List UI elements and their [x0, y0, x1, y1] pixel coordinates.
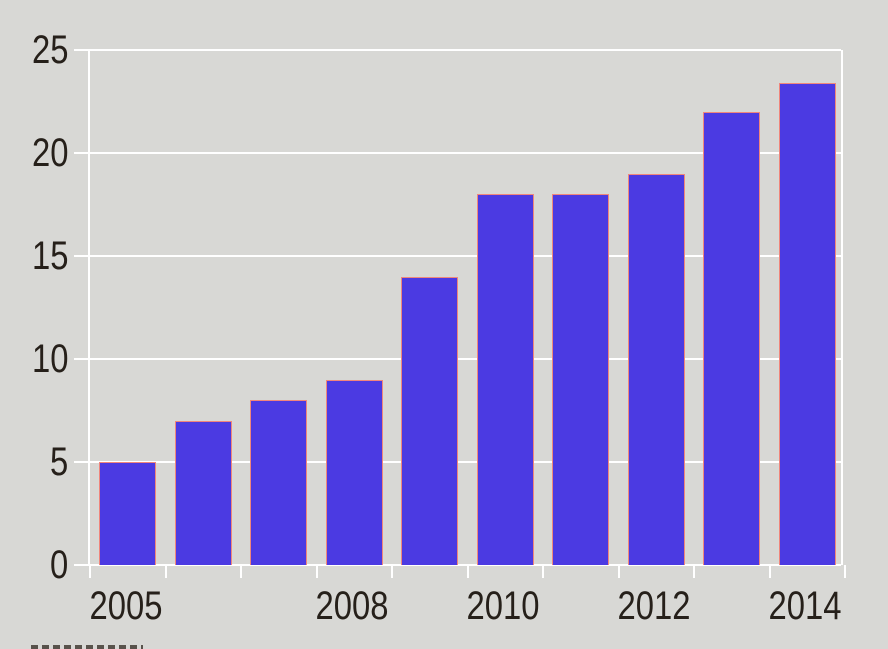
y-tick-label-20: 20	[31, 131, 68, 175]
x-tick-mark	[617, 565, 620, 578]
bar-2009	[401, 276, 459, 565]
y-tick-label-15: 15	[31, 234, 68, 278]
x-tick-mark	[89, 565, 91, 578]
y-tick-label-10: 10	[31, 337, 68, 381]
gridline-0	[74, 564, 841, 566]
cropped-caption-remnant	[31, 645, 143, 649]
plot-area	[74, 49, 846, 578]
x-tick-mark	[542, 565, 544, 578]
x-tick-label-2012: 2012	[617, 584, 691, 628]
bar-2012	[627, 173, 685, 565]
x-tick-label-2008: 2008	[315, 584, 389, 628]
x-tick-mark	[240, 565, 242, 578]
x-tick-mark	[844, 565, 846, 578]
x-tick-mark	[693, 565, 695, 578]
y-tick-label-25: 25	[31, 28, 68, 72]
gridline-20	[74, 152, 841, 154]
bar-2008	[325, 379, 383, 565]
x-tick-mark	[768, 565, 771, 578]
bar-2011	[552, 194, 610, 565]
gridline-15	[74, 255, 841, 257]
bar-2014	[778, 82, 836, 565]
x-tick-label-2014: 2014	[768, 584, 842, 628]
bar-2013	[703, 111, 761, 565]
x-tick-label-2010: 2010	[466, 584, 540, 628]
x-tick-mark	[315, 565, 318, 578]
y-tick-label-0: 0	[49, 543, 68, 587]
x-tick-mark	[164, 565, 167, 578]
y-tick-label-5: 5	[49, 440, 68, 484]
x-tick-mark	[466, 565, 469, 578]
x-tick-mark	[391, 565, 393, 578]
bar-2010	[476, 194, 534, 565]
x-tick-label-2005: 2005	[89, 584, 163, 628]
bar-2005	[99, 462, 157, 565]
bar-2007	[250, 400, 308, 565]
gridline-25	[74, 49, 841, 51]
bar-2006	[174, 420, 232, 565]
